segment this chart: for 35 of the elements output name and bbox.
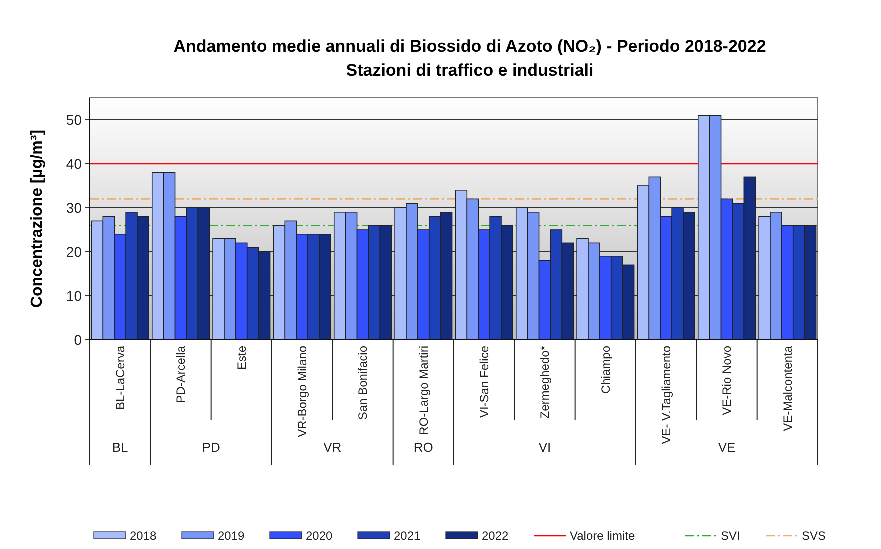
x-tick-label: RO-Largo Martiri — [416, 346, 431, 436]
legend-label: SVS — [802, 529, 826, 544]
y-tick-label: 0 — [74, 332, 82, 348]
x-tick-label: Chiampo — [598, 346, 613, 394]
x-tick-label: Este — [234, 346, 249, 370]
text: VR — [324, 440, 342, 455]
x-tick-label: VR-Borgo Milano — [296, 346, 310, 438]
legend-label: Valore limite — [570, 529, 636, 544]
y-axis-title: Concentrazione [µg/m³] — [29, 130, 46, 308]
x-tick-label: VE- V.Tagliamento — [660, 346, 674, 444]
text: BL — [112, 440, 128, 455]
chart-subtitle: Stazioni di traffico e industriali — [346, 61, 594, 80]
y-tick-label: 50 — [66, 112, 82, 128]
legend-label: 2019 — [218, 529, 246, 544]
y-tick-label: 10 — [66, 288, 82, 304]
x-tick-label: San Bonifacio — [356, 346, 370, 420]
chart-title: Andamento medie annuali di Biossido di Azoto (NO₂) - Periodo 2018-2022 — [174, 37, 766, 56]
legend-label: 2022 — [482, 529, 510, 544]
x-tick-label: Zermeghedo* — [538, 346, 552, 419]
x-tick-label: BL-LaCerva — [114, 346, 128, 410]
x-tick-label: VI-San Felice — [478, 346, 492, 418]
y-tick-label: 40 — [66, 156, 82, 172]
text: PD — [202, 440, 220, 455]
legend-label: 2018 — [130, 529, 158, 544]
text: VE — [718, 440, 736, 455]
legend-label: 2021 — [394, 529, 422, 544]
legend-label: SVI — [721, 529, 740, 544]
x-tick-label: VE-Rio Novo — [720, 346, 734, 416]
y-tick-label: 20 — [66, 244, 82, 260]
text: VI — [538, 440, 552, 455]
legend-label: 2020 — [306, 529, 334, 544]
y-tick-label: 30 — [66, 200, 82, 216]
text: RO — [414, 440, 434, 455]
x-tick-label: PD-Arcella — [174, 346, 188, 404]
x-tick-label: VE-Malcontenta — [780, 346, 795, 432]
